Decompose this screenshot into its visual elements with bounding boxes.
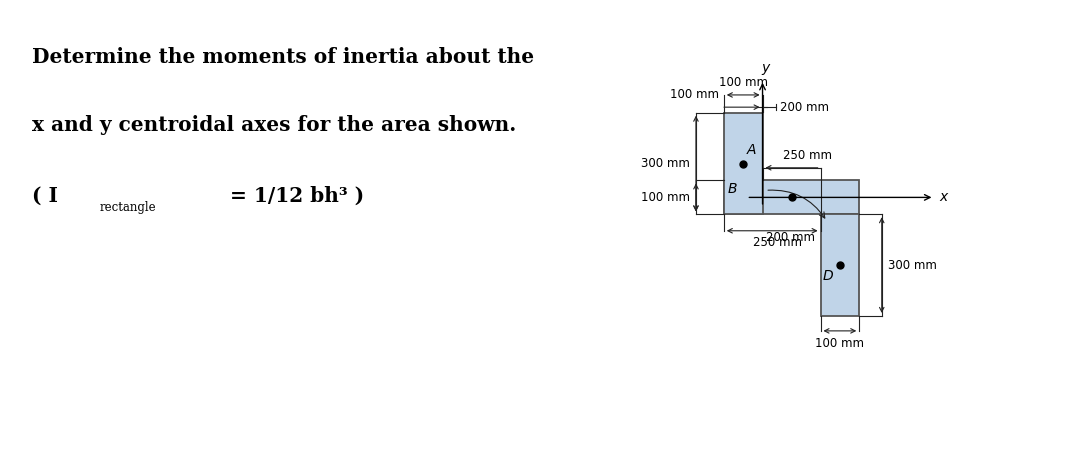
Text: B: B xyxy=(728,181,737,196)
Text: 300 mm: 300 mm xyxy=(888,258,938,272)
Bar xyxy=(724,180,859,214)
Text: 200 mm: 200 mm xyxy=(780,101,829,114)
Text: x and y centroidal axes for the area shown.: x and y centroidal axes for the area sho… xyxy=(31,115,516,135)
Text: 250 mm: 250 mm xyxy=(753,236,802,250)
Text: ( I: ( I xyxy=(31,186,57,206)
Text: y: y xyxy=(761,61,770,75)
Text: Determine the moments of inertia about the: Determine the moments of inertia about t… xyxy=(31,47,534,67)
Bar xyxy=(821,214,859,316)
Text: rectangle: rectangle xyxy=(100,201,157,214)
Text: 250 mm: 250 mm xyxy=(783,149,832,162)
Text: A: A xyxy=(746,143,756,157)
Text: D: D xyxy=(823,269,833,283)
Text: 100 mm: 100 mm xyxy=(719,76,768,89)
Text: 100 mm: 100 mm xyxy=(640,191,690,204)
Text: = 1/12 bh³ ): = 1/12 bh³ ) xyxy=(223,186,364,206)
Text: x: x xyxy=(940,190,948,204)
Text: 100 mm: 100 mm xyxy=(815,337,865,350)
Text: 300 mm: 300 mm xyxy=(640,157,690,170)
Text: 200 mm: 200 mm xyxy=(766,231,815,244)
Text: 100 mm: 100 mm xyxy=(669,88,719,102)
Bar xyxy=(724,113,763,214)
